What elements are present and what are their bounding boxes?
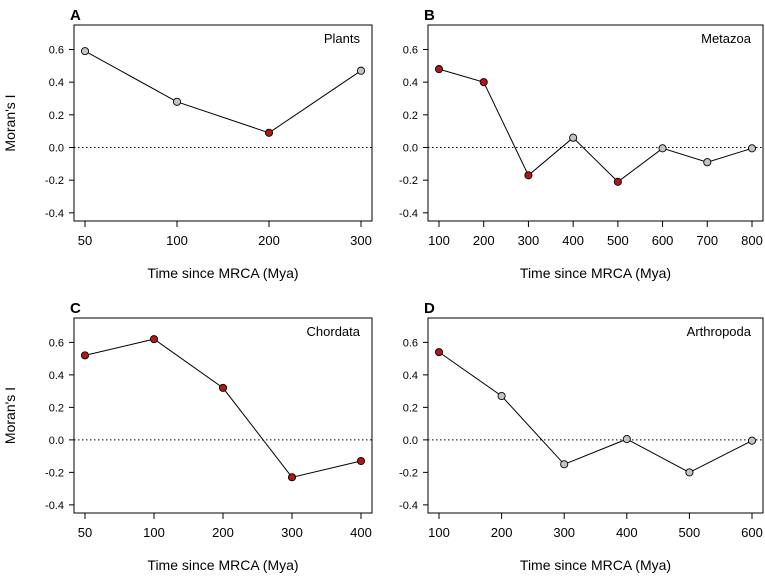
series-line xyxy=(438,351,753,473)
x-axis-label: Time since MRCA (Mya) xyxy=(520,557,671,573)
x-tick-label: 100 xyxy=(166,233,188,248)
x-axis-label: Time since MRCA (Mya) xyxy=(147,557,298,573)
y-tick-label: 0.6 xyxy=(403,45,418,57)
x-tick-label: 400 xyxy=(562,233,584,248)
data-point xyxy=(80,351,90,360)
data-point xyxy=(747,436,757,445)
panel-letter: A xyxy=(70,7,81,24)
x-axis-label: Time since MRCA (Mya) xyxy=(520,265,671,281)
data-point xyxy=(264,128,274,137)
x-tick-label: 300 xyxy=(281,525,303,540)
data-point xyxy=(703,158,712,167)
x-tick-label: 500 xyxy=(679,525,701,540)
x-tick-label: 300 xyxy=(553,525,575,540)
y-tick-label: 0.2 xyxy=(49,402,64,414)
y-tick-label: -0.2 xyxy=(399,175,418,187)
data-point xyxy=(569,133,578,142)
y-tick-label: 0.6 xyxy=(403,337,418,349)
data-point xyxy=(356,66,366,75)
panel-title: Chordata xyxy=(307,324,361,339)
series-line xyxy=(438,68,753,183)
series-line xyxy=(84,50,362,134)
x-tick-label: 300 xyxy=(350,233,372,248)
panel-title: Arthropoda xyxy=(687,324,752,339)
panel-b: B Metazoa 0.6 0.4 0.2 0.0 -0.2 -0.4 100 200 300 400… xyxy=(399,7,764,281)
x-tick-label: 500 xyxy=(607,233,629,248)
y-axis-label: Moran's I xyxy=(2,387,18,444)
data-point xyxy=(434,348,444,357)
y-tick-label: 0.6 xyxy=(49,45,64,57)
y-tick-label: 0.4 xyxy=(49,370,64,382)
data-point xyxy=(80,47,90,56)
y-tick-label: 0.2 xyxy=(49,110,64,122)
plot-frame xyxy=(73,24,373,222)
y-tick-label: 0.0 xyxy=(403,435,418,447)
x-tick-label: 200 xyxy=(473,233,495,248)
data-point xyxy=(497,391,506,401)
x-tick-label: 100 xyxy=(428,233,450,248)
x-tick-label: 50 xyxy=(78,233,92,248)
data-point xyxy=(356,456,366,466)
y-tick-label: 0.6 xyxy=(49,337,64,349)
x-tick-label: 800 xyxy=(741,233,763,248)
x-tick-label: 200 xyxy=(258,233,280,248)
y-tick-label: 0.0 xyxy=(49,435,64,447)
y-tick-label: -0.4 xyxy=(45,500,64,512)
x-tick-label: 600 xyxy=(652,233,674,248)
y-tick-label: -0.2 xyxy=(45,467,64,479)
x-tick-label: 200 xyxy=(212,525,234,540)
data-point xyxy=(172,97,182,106)
y-tick-label: 0.2 xyxy=(403,110,418,122)
data-point xyxy=(747,144,757,153)
data-point xyxy=(658,144,667,153)
data-point xyxy=(613,177,622,186)
y-tick-label: 0.0 xyxy=(49,143,64,155)
y-tick-label: 0.4 xyxy=(49,77,64,89)
series-line xyxy=(84,338,362,478)
y-tick-label: -0.2 xyxy=(45,175,64,187)
data-point xyxy=(287,473,297,482)
panel-letter: D xyxy=(424,300,435,317)
plot-frame xyxy=(427,24,764,222)
y-tick-label: 0.2 xyxy=(403,402,418,414)
x-axis-label: Time since MRCA (Mya) xyxy=(147,265,298,281)
panel-d: D Arthropoda 0.6 0.4 0.2 0.0 -0.2 -0.4 100 200 300… xyxy=(399,300,764,573)
plot-frame xyxy=(427,317,764,514)
panel-title: Metazoa xyxy=(701,31,752,46)
x-tick-label: 300 xyxy=(518,233,540,248)
y-tick-label: -0.2 xyxy=(399,467,418,479)
panel-c: C Chordata 0.6 0.4 0.2 0.0 -0.2 -0.4 50 100 200 300… xyxy=(2,300,373,573)
y-tick-label: -0.4 xyxy=(399,500,418,512)
y-tick-label: -0.4 xyxy=(45,208,64,220)
data-point xyxy=(685,468,694,477)
data-point xyxy=(479,78,488,87)
panel-a: A Plants 0.6 0.4 0.2 0.0 -0.2 -0.4 50 100 200 300 Ti… xyxy=(2,7,373,281)
data-point xyxy=(622,435,631,444)
y-tick-label: 0.0 xyxy=(403,143,418,155)
data-point xyxy=(218,383,228,392)
x-tick-label: 400 xyxy=(616,525,638,540)
panel-letter: B xyxy=(424,7,435,24)
x-tick-label: 700 xyxy=(696,233,718,248)
data-point xyxy=(434,65,444,74)
data-point xyxy=(149,335,159,344)
y-axis-label: Moran's I xyxy=(2,94,18,151)
x-tick-label: 400 xyxy=(350,525,372,540)
data-point xyxy=(524,171,533,180)
y-tick-label: 0.4 xyxy=(403,370,418,382)
x-tick-label: 200 xyxy=(491,525,513,540)
data-point xyxy=(560,460,569,469)
x-tick-label: 50 xyxy=(78,525,92,540)
panel-letter: C xyxy=(70,300,81,317)
y-tick-label: 0.4 xyxy=(403,77,418,89)
panel-title: Plants xyxy=(324,31,361,46)
x-tick-label: 600 xyxy=(741,525,763,540)
x-tick-label: 100 xyxy=(428,525,450,540)
x-tick-label: 100 xyxy=(143,525,165,540)
y-tick-label: -0.4 xyxy=(399,208,418,220)
